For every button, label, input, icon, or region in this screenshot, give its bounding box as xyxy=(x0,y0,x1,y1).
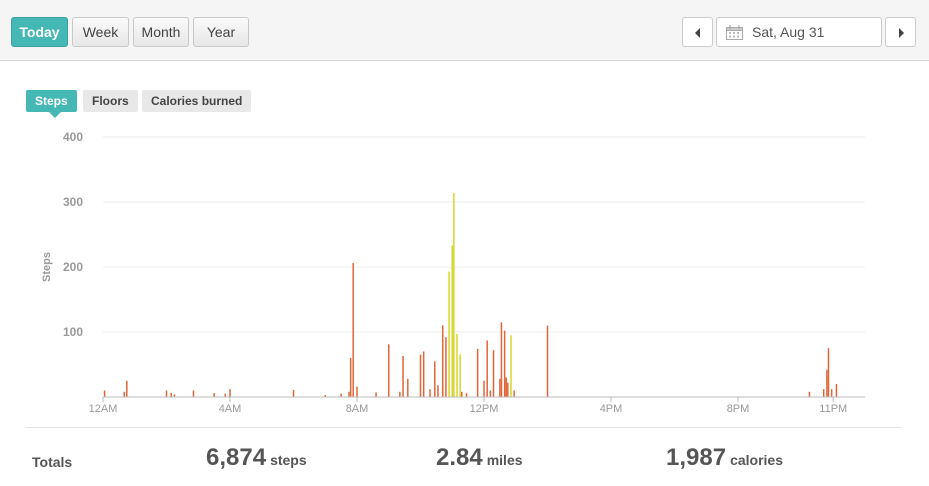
step-bar xyxy=(170,393,173,397)
chevron-right-icon xyxy=(899,28,904,38)
step-bar xyxy=(476,348,479,397)
step-bar xyxy=(352,263,354,397)
step-bar xyxy=(356,386,358,397)
calendar-icon xyxy=(726,25,743,40)
step-bar xyxy=(546,325,549,397)
step-bar xyxy=(123,391,126,397)
month-button[interactable]: Month xyxy=(133,17,189,47)
step-bar xyxy=(451,245,453,397)
step-bar xyxy=(445,337,447,397)
x-tick-label: 4AM xyxy=(219,403,242,415)
x-tick-label: 8PM xyxy=(727,403,750,415)
step-bar xyxy=(388,344,390,397)
totals-divider xyxy=(26,427,901,428)
step-bar xyxy=(503,330,506,397)
next-day-button[interactable] xyxy=(885,17,916,47)
date-label: Sat, Aug 31 xyxy=(752,24,825,40)
total-distance-value: 2.84 xyxy=(436,444,483,471)
date-range-toolbar: Today Week Month Year Sat, Aug 31 xyxy=(0,0,929,61)
y-tick-label: 100 xyxy=(63,325,83,339)
step-bar xyxy=(173,394,176,397)
step-bar xyxy=(486,340,488,397)
previous-day-button[interactable] xyxy=(682,17,713,47)
step-bar xyxy=(419,354,422,397)
step-bar xyxy=(505,377,507,397)
total-steps-value: 6,874 xyxy=(206,444,267,471)
step-bar xyxy=(513,390,515,397)
step-bar xyxy=(437,385,439,397)
step-bar xyxy=(407,378,409,397)
step-bar xyxy=(499,378,501,397)
step-bar xyxy=(126,380,128,397)
step-bar xyxy=(324,395,326,397)
step-bar xyxy=(399,391,401,397)
tab-steps[interactable]: Steps xyxy=(26,90,77,118)
year-button[interactable]: Year xyxy=(193,17,249,47)
step-bar xyxy=(229,389,231,397)
step-bar xyxy=(830,389,833,397)
step-bar xyxy=(822,389,825,397)
step-bar xyxy=(507,382,509,397)
step-bar xyxy=(465,393,468,397)
step-bar xyxy=(510,335,512,397)
y-tick-label: 200 xyxy=(63,260,83,274)
total-steps: 6,874 steps xyxy=(206,444,307,472)
y-tick-label: 300 xyxy=(63,195,83,209)
step-bar xyxy=(826,369,828,397)
y-tick-label: 400 xyxy=(63,130,83,144)
tab-calories-burned[interactable]: Calories burned xyxy=(142,90,252,112)
step-bar xyxy=(489,390,492,397)
step-bar xyxy=(492,350,495,397)
x-tick-label: 11PM xyxy=(819,403,847,415)
step-bar xyxy=(340,393,342,397)
step-bar xyxy=(213,393,215,397)
step-bar xyxy=(808,391,811,397)
total-calories-value: 1,987 xyxy=(666,444,727,471)
week-button[interactable]: Week xyxy=(72,17,129,47)
step-bar xyxy=(429,389,431,397)
tab-floors[interactable]: Floors xyxy=(83,90,138,112)
step-bar xyxy=(827,348,830,397)
totals-label: Totals xyxy=(32,454,73,470)
step-bar xyxy=(500,322,503,397)
step-bar xyxy=(349,358,352,397)
x-tick-label: 8AM xyxy=(346,403,369,415)
step-bar xyxy=(292,389,295,397)
step-bar xyxy=(461,391,463,397)
step-bar xyxy=(453,192,455,397)
step-bar xyxy=(422,351,425,397)
step-bar xyxy=(448,271,450,397)
step-bar xyxy=(434,361,436,397)
step-bar xyxy=(165,390,168,397)
step-bar xyxy=(835,384,838,397)
x-tick-label: 4PM xyxy=(600,403,623,415)
step-bar xyxy=(375,392,377,397)
step-bar xyxy=(483,380,485,397)
total-steps-unit: steps xyxy=(270,452,307,468)
x-tick-label: 12PM xyxy=(470,403,499,415)
y-axis-label: Steps xyxy=(41,252,53,282)
step-bar xyxy=(402,356,404,397)
steps-chart: 100 200 300 400 Steps 12AM 4AM 8AM 12PM 4PM 8PM 11P… xyxy=(41,130,865,415)
step-bar xyxy=(348,391,350,397)
today-button[interactable]: Today xyxy=(11,17,68,47)
step-bar xyxy=(103,390,106,397)
total-distance-unit: miles xyxy=(486,452,523,468)
step-bar xyxy=(459,354,461,397)
step-bar xyxy=(456,333,458,397)
total-calories: 1,987 calories xyxy=(666,444,783,472)
total-calories-unit: calories xyxy=(730,452,783,468)
x-tick-label: 12AM xyxy=(89,403,118,415)
step-bar xyxy=(441,325,444,397)
step-bar xyxy=(224,393,226,397)
chevron-left-icon xyxy=(695,28,700,38)
step-bar xyxy=(192,390,195,397)
total-distance: 2.84 miles xyxy=(436,444,523,472)
date-picker[interactable]: Sat, Aug 31 xyxy=(716,17,882,47)
